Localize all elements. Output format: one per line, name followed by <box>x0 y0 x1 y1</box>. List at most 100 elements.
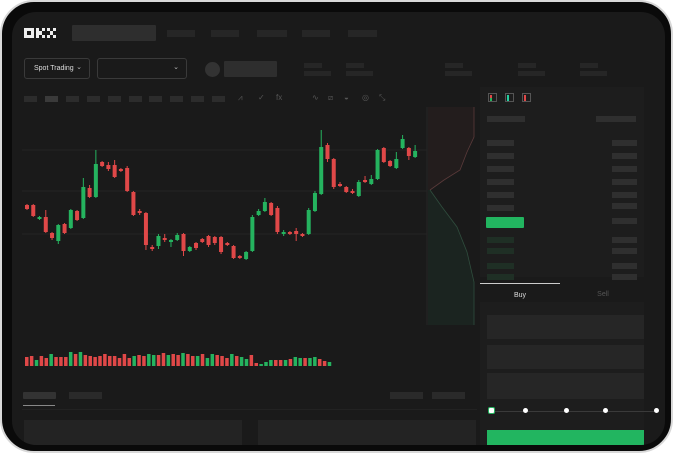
fullscreen-icon[interactable]: ⤡ <box>379 93 386 102</box>
filter-button[interactable] <box>432 392 465 399</box>
active-tab-underline <box>23 405 55 406</box>
interval-button[interactable] <box>170 96 183 102</box>
candle-down <box>237 256 242 258</box>
sell-tab[interactable]: Sell <box>562 283 644 303</box>
interval-button[interactable] <box>212 96 225 102</box>
candle-down <box>62 224 67 233</box>
both-sides-icon[interactable] <box>488 93 497 102</box>
interval-button-active[interactable] <box>45 96 58 102</box>
pair-select[interactable]: ⌄ <box>97 58 187 79</box>
nav-item[interactable] <box>167 30 195 37</box>
interval-button[interactable] <box>66 96 79 102</box>
interval-button[interactable] <box>24 96 37 102</box>
slider-handle[interactable] <box>488 407 495 414</box>
candle-up <box>244 252 249 259</box>
slider-mark-25[interactable] <box>523 408 528 413</box>
bid-amount <box>612 263 637 269</box>
volume-bar <box>249 355 254 366</box>
candle-up <box>356 182 361 196</box>
buy-submit-button[interactable] <box>487 430 644 445</box>
stat-value <box>304 71 331 76</box>
trend-icon[interactable]: ∿ <box>312 93 319 102</box>
bid-price <box>487 237 514 243</box>
magnet-icon[interactable]: ◒ <box>344 93 349 102</box>
candle-up <box>250 217 255 251</box>
spread-amount <box>612 218 637 224</box>
fx-icon[interactable]: fx <box>276 93 283 102</box>
stat-value <box>346 71 373 76</box>
bids-only-icon[interactable] <box>505 93 514 102</box>
candle-down <box>50 233 55 238</box>
candle-up <box>81 187 86 218</box>
stat-label <box>518 63 536 68</box>
search-bar[interactable] <box>72 25 156 41</box>
ask-price <box>487 179 514 185</box>
amount-slider[interactable] <box>488 407 659 414</box>
total-input[interactable] <box>487 373 644 399</box>
candle-up <box>37 217 42 219</box>
nav-item[interactable] <box>348 30 377 37</box>
volume-bar <box>230 354 234 366</box>
nav-item[interactable] <box>211 30 239 37</box>
asks-only-icon[interactable] <box>522 93 531 102</box>
slider-mark-50[interactable] <box>564 408 569 413</box>
filter-button[interactable] <box>390 392 423 399</box>
ruler-icon[interactable]: ⧄ <box>328 93 334 102</box>
bottom-divider <box>22 409 477 410</box>
interval-button[interactable] <box>191 96 204 102</box>
candle-down <box>194 243 199 248</box>
price-input[interactable] <box>487 315 644 339</box>
candle-down <box>43 217 48 232</box>
bid-price <box>487 274 514 280</box>
candle-up <box>175 235 180 240</box>
depth-asks-area <box>428 107 474 190</box>
volume-bar <box>186 354 190 366</box>
interval-button[interactable] <box>149 96 162 102</box>
candle-down <box>137 211 142 213</box>
interval-button[interactable] <box>108 96 121 102</box>
orders-tab-active[interactable] <box>23 392 56 399</box>
candle-down <box>131 192 136 215</box>
volume-bar <box>54 357 58 366</box>
volume-bar <box>34 360 39 366</box>
nav-item[interactable] <box>257 30 287 37</box>
candle-down <box>269 203 274 215</box>
buy-tab[interactable]: Buy <box>480 283 560 303</box>
chevron-down-icon: ⌄ <box>76 64 82 71</box>
candle-down <box>125 168 130 191</box>
candle-up <box>56 225 61 241</box>
candle-down <box>331 159 336 187</box>
candle-down <box>300 234 305 236</box>
candle-down <box>143 213 148 245</box>
line-chart-icon[interactable]: ⩘ <box>238 93 243 102</box>
candle-up <box>312 193 317 211</box>
interval-button[interactable] <box>87 96 100 102</box>
candle-down <box>206 236 211 245</box>
volume-bar <box>278 360 283 366</box>
amount-input[interactable] <box>487 345 644 369</box>
orders-tab[interactable] <box>69 392 102 399</box>
volume-bar <box>244 359 249 366</box>
candle-down <box>87 188 92 197</box>
ask-price <box>487 140 514 146</box>
candlestick-chart[interactable] <box>12 12 665 445</box>
target-icon[interactable]: ◎ <box>362 93 369 102</box>
volume-bar <box>215 355 219 366</box>
interval-button[interactable] <box>129 96 142 102</box>
volume-bar <box>166 355 171 366</box>
stat-value <box>580 71 607 76</box>
spot-trading-select[interactable]: Spot Trading ⌄ <box>24 58 90 79</box>
volume-bar <box>303 358 307 366</box>
candle-down <box>219 237 224 252</box>
volume-bar <box>234 356 239 366</box>
volume-bar <box>98 356 102 366</box>
indicator-icon[interactable]: ✓ <box>258 93 265 102</box>
okx-logo[interactable] <box>24 27 58 39</box>
slider-mark-75[interactable] <box>603 408 608 413</box>
volume-bar <box>195 356 200 366</box>
nav-item[interactable] <box>302 30 330 37</box>
volume-bar <box>210 354 215 366</box>
pair-name <box>224 61 277 77</box>
slider-mark-100[interactable] <box>654 408 659 413</box>
ask-price <box>487 166 514 172</box>
